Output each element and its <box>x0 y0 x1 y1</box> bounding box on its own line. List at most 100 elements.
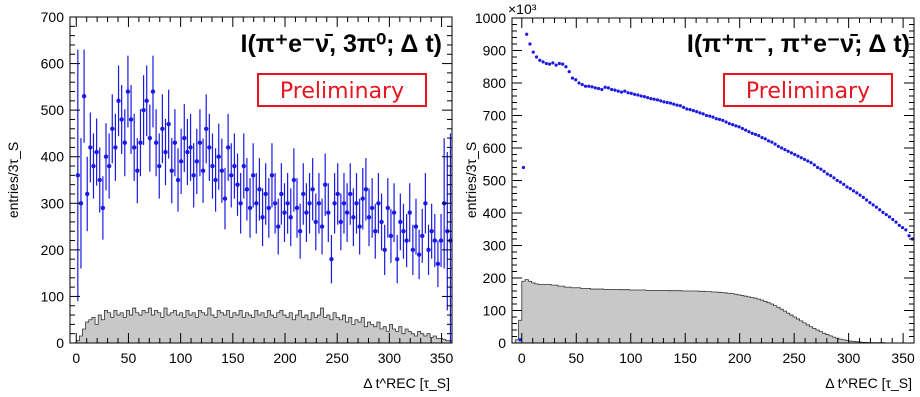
histogram-bar <box>76 340 80 343</box>
data-point <box>238 201 243 206</box>
histogram-bar <box>786 313 791 343</box>
y-tick-label: 200 <box>41 242 65 258</box>
histogram-bar <box>567 287 572 343</box>
histogram-bar <box>433 336 437 343</box>
histogram-bar <box>534 283 539 343</box>
data-point <box>376 201 381 206</box>
data-point <box>423 201 428 206</box>
data-point <box>335 191 340 197</box>
data-point <box>518 338 522 342</box>
histogram-bar <box>590 289 595 343</box>
data-point <box>404 238 409 243</box>
data-point <box>659 99 663 103</box>
histogram-bar <box>531 282 536 343</box>
data-point <box>241 163 246 169</box>
data-point <box>597 86 601 91</box>
data-point <box>796 154 800 158</box>
histogram-bar <box>301 317 306 343</box>
histogram-bar <box>179 312 184 343</box>
y-tick-label: 700 <box>41 9 65 25</box>
histogram-bar <box>714 291 719 343</box>
data-point <box>900 226 905 230</box>
x-axis-label: Δ t^REC [τ_S] <box>825 375 912 391</box>
histogram-bar <box>354 319 359 343</box>
data-point <box>420 233 425 239</box>
histogram-bar <box>298 310 303 343</box>
histogram-bar <box>163 308 168 343</box>
data-point <box>770 140 774 144</box>
histogram-bar <box>629 290 634 343</box>
data-point <box>344 210 350 215</box>
data-point <box>188 145 193 150</box>
y-tick-label: 0 <box>56 335 64 351</box>
data-point <box>708 114 712 118</box>
histogram-bar <box>430 337 434 343</box>
histogram-bar <box>242 317 246 343</box>
histogram-bar <box>339 319 343 343</box>
histogram-bar <box>417 331 421 343</box>
x-tick-label: 200 <box>728 350 752 366</box>
y-exponent-label: ×10³ <box>508 1 537 17</box>
y-tick-label: 100 <box>41 288 65 304</box>
histogram-bar <box>135 312 140 343</box>
data-point <box>407 210 412 215</box>
data-points <box>75 49 453 343</box>
histogram-bar <box>286 317 290 343</box>
data-point <box>897 223 901 227</box>
data-point <box>780 146 784 150</box>
data-point <box>606 86 611 90</box>
chart-left: 0 100 200 300 400 500 600 700 0 50 100 150 200 250 300… <box>5 9 453 391</box>
histogram-bar <box>757 299 761 343</box>
histogram-bar <box>750 297 755 343</box>
data-point <box>685 107 689 111</box>
data-point <box>587 84 591 88</box>
histogram-bar <box>603 289 608 343</box>
data-point <box>147 135 153 141</box>
histogram-bar <box>176 315 180 343</box>
histogram-bar <box>642 290 647 343</box>
histogram-bar <box>342 315 346 343</box>
histogram-bar <box>101 319 105 343</box>
y-tick-label: 600 <box>41 56 65 72</box>
histogram-bar <box>195 317 199 343</box>
data-point <box>744 128 748 132</box>
data-point <box>141 107 146 113</box>
y-tick-label: 1000 <box>475 10 506 26</box>
data-point <box>672 102 676 106</box>
data-point <box>88 145 93 150</box>
x-axis-label: Δ t^REC [τ_S] <box>363 375 450 391</box>
histogram-bar <box>780 309 784 343</box>
histogram-bar <box>336 317 340 343</box>
data-point <box>150 89 156 94</box>
histogram-bar <box>442 339 447 343</box>
data-point <box>678 104 682 108</box>
data-point <box>416 252 422 257</box>
histogram-bar <box>361 317 365 343</box>
data-point <box>310 187 315 192</box>
x-tick-label: 200 <box>273 350 297 366</box>
data-point <box>564 65 568 69</box>
histogram-bar <box>245 312 249 343</box>
histogram-bar <box>799 320 804 343</box>
histogram-bar <box>577 287 581 343</box>
histogram-bar <box>279 310 284 343</box>
data-point <box>301 191 306 197</box>
histogram-bar <box>747 296 751 343</box>
histogram-bar <box>351 324 356 343</box>
histogram-bar <box>547 284 552 343</box>
data-point <box>812 163 816 167</box>
data-point <box>432 238 437 243</box>
histogram-bar <box>636 290 640 343</box>
data-point <box>91 163 96 169</box>
x-tick-label: 250 <box>326 350 350 366</box>
histogram-bar <box>123 317 127 343</box>
data-point <box>329 256 334 262</box>
histogram-bar <box>138 315 143 343</box>
histogram-bar <box>445 340 450 343</box>
data-point <box>153 140 159 145</box>
histogram-bar <box>613 289 617 343</box>
y-tick-label: 300 <box>483 238 507 254</box>
data-point <box>642 95 646 99</box>
histogram-bar <box>329 319 334 343</box>
data-point <box>593 86 597 90</box>
